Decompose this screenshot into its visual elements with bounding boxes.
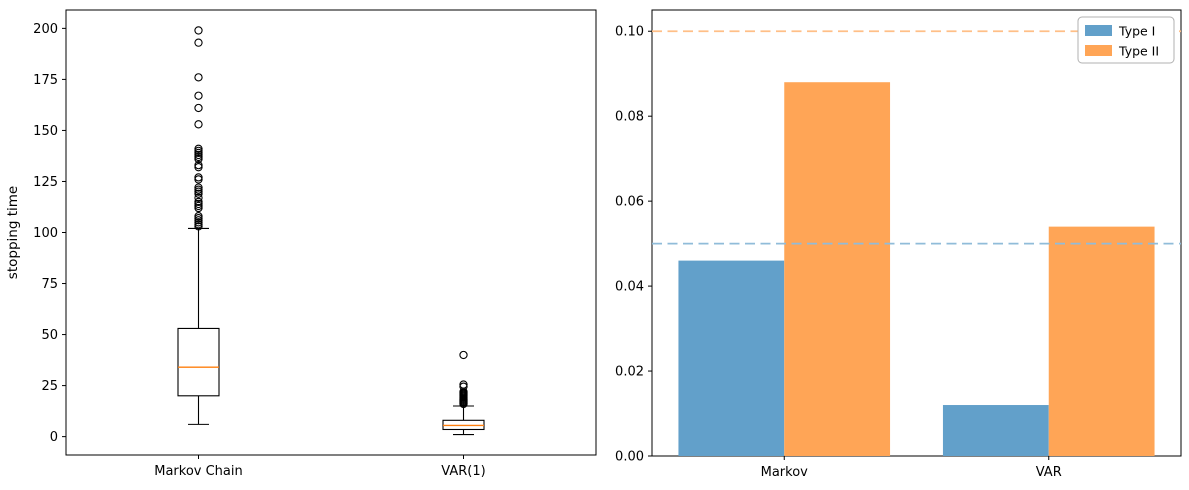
outlier-point [459, 350, 468, 360]
left-y-tick-label: 25 [41, 379, 58, 394]
outlier-point [194, 173, 203, 182]
left-y-tick-label: 0 [50, 430, 58, 445]
left-y-tick-label: 125 [33, 175, 58, 190]
outlier-point [194, 73, 203, 82]
right-y-tick-label: 0.08 [615, 110, 644, 125]
right-x-tick-label: VAR [1036, 465, 1062, 480]
outlier-point [194, 120, 203, 129]
outlier-point [194, 193, 203, 202]
box-iqr [177, 327, 220, 397]
right-x-tick-label: Markov [761, 465, 809, 480]
bar-type2-markov [784, 82, 891, 456]
right-y-tick-label: 0.02 [615, 365, 644, 380]
left-y-tick-label: 75 [41, 277, 58, 292]
outlier-point [194, 197, 203, 207]
outlier-point [194, 91, 203, 100]
outlier-point [194, 160, 203, 170]
right-y-tick-label: 0.06 [615, 195, 644, 210]
left-x-tick-label: Markov Chain [154, 464, 243, 479]
outlier-point [194, 144, 203, 153]
outlier-point [459, 380, 468, 389]
right-y-tick-label: 0.00 [615, 450, 644, 465]
legend-label-1: Type I [1118, 24, 1155, 39]
right-y-tick-label: 0.10 [615, 25, 644, 40]
left-y-axis-label: stopping time [5, 186, 21, 279]
outlier-point [194, 38, 203, 47]
bar-type1-var [942, 405, 1049, 456]
outlier-point [194, 183, 203, 192]
outlier-point [194, 26, 203, 35]
left-y-tick-label: 200 [33, 22, 58, 37]
legend-swatch-1 [1085, 25, 1112, 36]
legend-swatch-2 [1085, 45, 1112, 56]
right-y-tick-label: 0.04 [615, 280, 644, 295]
left-y-tick-label: 150 [33, 124, 58, 139]
left-y-tick-label: 100 [33, 226, 58, 241]
left-y-tick-label: 50 [41, 328, 58, 343]
legend-label-2: Type II [1118, 44, 1159, 59]
bar-type2-var [1048, 226, 1155, 456]
bar-type1-markov [678, 260, 785, 456]
left-y-tick-label: 175 [33, 73, 58, 88]
outlier-point [194, 212, 203, 221]
left-x-tick-label: VAR(1) [441, 464, 485, 479]
outlier-point [194, 103, 203, 113]
left-axes-frame [65, 9, 597, 456]
